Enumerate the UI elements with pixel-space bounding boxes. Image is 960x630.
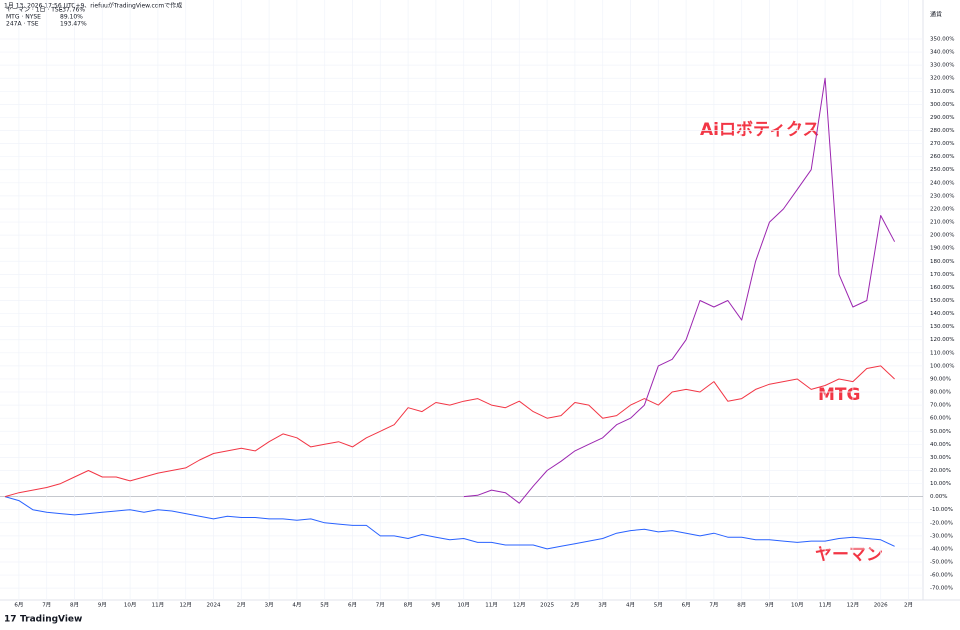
y-tick-label: -70.00%: [930, 586, 953, 592]
x-tick-label: 2025: [540, 603, 554, 609]
x-tick-label: 7月: [42, 602, 51, 609]
y-tick-label: 100.00%: [930, 363, 954, 369]
x-tick-label: 3月: [265, 602, 274, 609]
y-tick-label: 80.00%: [930, 390, 951, 396]
x-tick-label: 7月: [709, 602, 718, 609]
y-tick-label: 300.00%: [930, 102, 954, 108]
x-tick-label: 11月: [819, 602, 832, 609]
x-tick-label: 5月: [654, 602, 663, 609]
series-line: [4, 496, 895, 550]
x-tick-label: 2026: [874, 603, 888, 609]
legend-name: 247A · TSE: [6, 21, 39, 28]
y-tick-label: 280.00%: [930, 128, 954, 134]
x-tick-label: 5月: [320, 602, 329, 609]
x-tick-label: 6月: [14, 602, 23, 609]
x-tick-label: 6月: [682, 602, 691, 609]
y-tick-label: 110.00%: [930, 350, 954, 356]
y-tick-label: 200.00%: [930, 233, 954, 239]
y-tick-label: 40.00%: [930, 442, 951, 448]
y-tick-label: 0.00%: [930, 494, 947, 500]
x-tick-label: 7月: [376, 602, 385, 609]
y-tick-label: 160.00%: [930, 285, 954, 291]
x-tick-label: 9月: [98, 602, 107, 609]
x-tick-label: 8月: [404, 602, 413, 609]
y-tick-label: 140.00%: [930, 311, 954, 317]
y-tick-label: -40.00%: [930, 546, 953, 552]
y-tick-label: 120.00%: [930, 337, 954, 343]
x-tick-label: 8月: [70, 602, 79, 609]
x-tick-label: 10月: [791, 602, 804, 609]
y-tick-label: -10.00%: [930, 507, 953, 513]
logo: 𝟭𝟳: [4, 615, 17, 625]
x-tick-label: 2月: [570, 602, 579, 609]
y-tick-label: 340.00%: [930, 50, 954, 56]
x-tick-label: 2024: [207, 603, 221, 609]
y-tick-label: -20.00%: [930, 520, 953, 526]
annotation: Aiロボティクス: [700, 120, 819, 140]
y-tick-label: 190.00%: [930, 246, 954, 252]
legend-value: 193.47%: [60, 21, 87, 28]
y-tick-label: 20.00%: [930, 468, 951, 474]
x-tick-label: 9月: [431, 602, 440, 609]
y-tick-label: -50.00%: [930, 560, 953, 566]
y-tick-label: 270.00%: [930, 141, 954, 147]
y-tick-label: 250.00%: [930, 167, 954, 173]
header: 1月 13, 2026 17:56 UTC+9、riefuuがTradingVi…: [4, 2, 182, 10]
x-tick-label: 12月: [847, 602, 860, 609]
y-tick-label: 260.00%: [930, 154, 954, 160]
y-tick-label: 180.00%: [930, 259, 954, 265]
y-tick-label: 130.00%: [930, 324, 954, 330]
x-tick-label: 11月: [485, 602, 498, 609]
x-tick-label: 2月: [904, 602, 913, 609]
y-tick-label: 350.00%: [930, 36, 954, 42]
x-tick-label: 6月: [348, 602, 357, 609]
x-tick-label: 11月: [152, 602, 165, 609]
annotation: MTG: [818, 385, 860, 405]
y-tick-label: 240.00%: [930, 180, 954, 186]
x-tick-label: 10月: [457, 602, 470, 609]
x-tick-label: 4月: [626, 602, 635, 609]
legend-name: MTG · NYSE: [6, 14, 41, 21]
legend-name: ヤーマン · 1日 · TSE: [6, 7, 63, 14]
legend-value: 89.10%: [60, 14, 83, 21]
y-tick-label: 310.00%: [930, 89, 954, 95]
y-tick-label: 330.00%: [930, 63, 954, 69]
series-line: [4, 365, 895, 498]
legend-value: -37.76%: [60, 7, 85, 14]
y-tick-label: 60.00%: [930, 416, 951, 422]
y-tick-label: 170.00%: [930, 272, 954, 278]
x-tick-label: 12月: [513, 602, 526, 609]
x-tick-label: 8月: [737, 602, 746, 609]
y-tick-label: 90.00%: [930, 376, 951, 382]
series-line: [463, 77, 896, 504]
y-tick-label: 150.00%: [930, 298, 954, 304]
y-tick-label: 290.00%: [930, 115, 954, 121]
y-tick-label: 70.00%: [930, 403, 951, 409]
x-tick-label: 3月: [598, 602, 607, 609]
y-tick-label: 10.00%: [930, 481, 951, 487]
y-tick-label: 50.00%: [930, 429, 951, 435]
x-tick-label: 2月: [237, 602, 246, 609]
x-tick-label: 9月: [765, 602, 774, 609]
y-tick-label: 230.00%: [930, 193, 954, 199]
y-tick-label: 220.00%: [930, 206, 954, 212]
y-tick-label: -60.00%: [930, 573, 953, 579]
x-tick-label: 12月: [179, 602, 192, 609]
y-tick-label: 320.00%: [930, 76, 954, 82]
y-tick-label: 30.00%: [930, 455, 951, 461]
axis-label: 通貨: [930, 11, 942, 19]
x-tick-label: 10月: [124, 602, 137, 609]
x-tick-label: 4月: [292, 602, 301, 609]
footer: TradingView: [20, 615, 82, 625]
annotation: ヤーマン: [815, 545, 883, 565]
y-tick-label: 210.00%: [930, 220, 954, 226]
y-tick-label: -30.00%: [930, 533, 953, 539]
